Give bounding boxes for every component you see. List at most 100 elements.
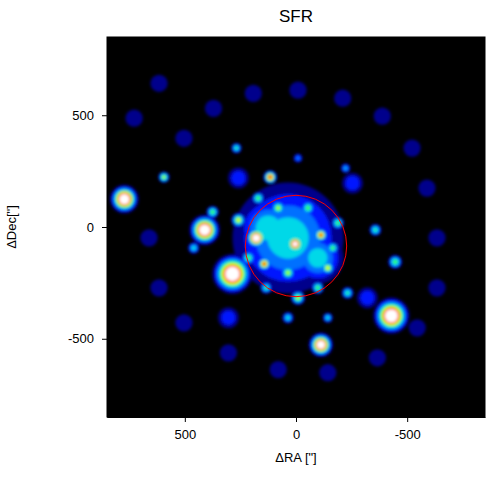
sfr-knot (261, 260, 268, 267)
sfr-knot (291, 290, 306, 305)
sfr-knot (197, 222, 213, 238)
sfr-knot (234, 216, 243, 225)
sfr-knot (209, 209, 215, 215)
y-axis-line (107, 38, 108, 418)
sfr-knot (110, 185, 139, 214)
sfr-knot (228, 168, 249, 189)
sfr-knot (161, 174, 167, 180)
intensity-map (110, 75, 446, 382)
sfr-knot (264, 171, 276, 183)
level-layer (110, 75, 446, 382)
y-tick: 0 (87, 220, 107, 235)
sfr-knot (225, 267, 239, 281)
sfr-knot (319, 364, 336, 381)
sfr-knot (222, 263, 243, 284)
sfr-knot (199, 224, 210, 235)
sfr-knot (205, 100, 222, 117)
sfr-knot (220, 344, 237, 361)
sfr-knot (383, 308, 399, 324)
sfr-knot (325, 265, 331, 271)
y-tick-mark (102, 339, 107, 340)
sfr-knot (252, 234, 260, 242)
sfr-knot (232, 214, 245, 227)
sfr-knot (251, 233, 260, 242)
sfr-knot (253, 193, 263, 203)
sfr-knot (235, 147, 237, 149)
sfr-knot (316, 230, 326, 240)
sfr-knot (311, 335, 330, 354)
sfr-knot (428, 279, 445, 296)
sfr-knot (418, 179, 435, 196)
sfr-knot (233, 215, 243, 225)
sfr-knot (266, 173, 274, 181)
sfr-knot (245, 85, 262, 102)
sfr-knot (250, 232, 263, 245)
sfr-knot (215, 256, 250, 291)
y-tick-label: 500 (72, 108, 94, 123)
chart-container: 5000-500-5000500SFRΔRA ["]ΔDec["] (0, 0, 491, 490)
sfr-knot (232, 171, 246, 185)
sfr-knot (346, 176, 360, 190)
sfr-knot (304, 204, 311, 211)
sfr-knot (195, 221, 213, 239)
sfr-knot (285, 314, 292, 321)
sfr-knot (192, 246, 196, 250)
sfr-knot (342, 173, 363, 194)
plot-background (107, 37, 485, 417)
sfr-knot (283, 268, 293, 278)
sfr-knot (316, 231, 325, 240)
sfr-knot (117, 192, 132, 207)
sfr-knot (198, 223, 212, 237)
sfr-knot (331, 217, 344, 230)
sfr-knot (296, 156, 300, 160)
sfr-knot (160, 173, 168, 181)
sfr-knot (254, 194, 262, 202)
sfr-knot (191, 217, 218, 244)
sfr-knot (266, 173, 275, 182)
y-tick: -500 (68, 331, 107, 346)
sfr-knot (159, 172, 169, 182)
y-tick-mark (102, 227, 107, 228)
sfr-knot (342, 164, 349, 171)
sfr-knot (369, 349, 386, 366)
sfr-knot (291, 240, 299, 248)
y-tick: 500 (72, 108, 107, 123)
sfr-knot (231, 143, 242, 154)
y-tick-label: 0 (87, 220, 94, 235)
sfr-knot (392, 258, 399, 265)
sfr-knot (295, 155, 302, 162)
sfr-knot (390, 257, 399, 266)
sfr-knot (343, 288, 353, 298)
x-tick: -500 (395, 417, 421, 442)
sfr-knot (428, 229, 445, 246)
x-tick: 0 (293, 417, 300, 442)
sfr-knot (189, 243, 198, 252)
sfr-knot (267, 174, 273, 180)
y-axis-title: ΔDec["] (4, 205, 19, 249)
sfr-knot (315, 339, 327, 351)
sfr-knot (118, 193, 131, 206)
sfr-knot (324, 264, 332, 272)
sfr-knot (319, 233, 323, 237)
sfr-knot (194, 219, 215, 240)
x-axis-title: ΔRA ["] (275, 450, 316, 465)
sfr-knot (263, 170, 277, 184)
sfr-knot (162, 175, 166, 179)
sfr-knot (251, 232, 262, 243)
sfr-knot (119, 194, 129, 204)
level-layer (113, 145, 405, 355)
sfr-knot (374, 229, 376, 231)
sfr-knot (275, 205, 281, 211)
sfr-knot (310, 334, 331, 355)
sfr-knot (158, 171, 169, 182)
sfr-knot (382, 306, 401, 325)
plot-area (110, 75, 446, 382)
sfr-knot (140, 229, 157, 246)
sfr-knot (377, 302, 405, 330)
sfr-knot (286, 316, 290, 320)
sfr-knot (325, 315, 331, 321)
sfr-knot (308, 248, 327, 267)
sfr-knot (314, 338, 329, 353)
y-tick-mark (102, 115, 107, 116)
sfr-knot (318, 232, 324, 238)
